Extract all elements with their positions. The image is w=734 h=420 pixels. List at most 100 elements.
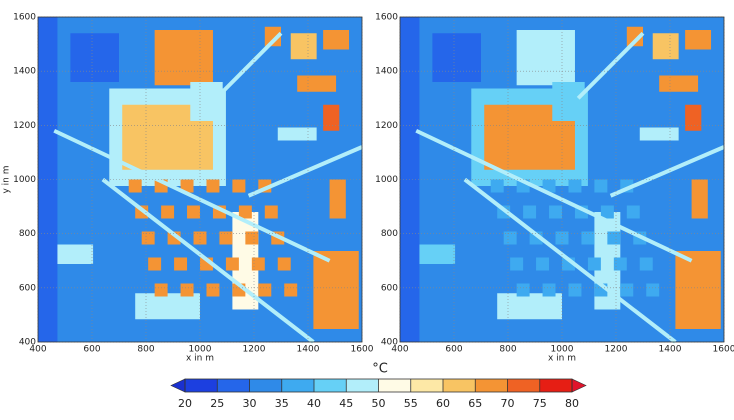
- map-feature: [685, 104, 702, 131]
- x-tick-label: 1200: [605, 345, 628, 355]
- x-tick-label: 800: [137, 345, 154, 355]
- colorbar-tick-label: 70: [501, 397, 515, 410]
- y-tick-label: 1200: [375, 121, 398, 131]
- y-tick-label: 1400: [13, 67, 36, 77]
- building: [154, 283, 168, 297]
- building: [174, 257, 188, 271]
- building: [542, 179, 556, 193]
- building: [206, 179, 220, 193]
- road: [247, 145, 363, 198]
- colorbar-bin: [346, 379, 379, 392]
- x-tick-label: 1400: [297, 345, 320, 355]
- colorbar-bin: [443, 379, 476, 392]
- building: [581, 231, 595, 245]
- y-tick-label: 1200: [13, 121, 36, 131]
- road: [214, 31, 283, 100]
- building: [600, 205, 614, 219]
- x-tick-label: 1400: [659, 345, 682, 355]
- x-axis-label: x in m: [186, 354, 214, 364]
- building: [523, 205, 537, 219]
- road: [101, 177, 315, 344]
- road: [463, 177, 677, 344]
- map-feature: [432, 33, 481, 82]
- map-feature: [135, 293, 200, 320]
- y-tick-label: 800: [381, 229, 398, 239]
- building: [225, 257, 239, 271]
- map-feature: [497, 293, 562, 320]
- building: [626, 205, 640, 219]
- building: [549, 205, 562, 219]
- x-tick-label: 800: [499, 345, 516, 355]
- y-tick-label: 1400: [375, 67, 398, 77]
- building: [639, 257, 653, 271]
- map-feature: [685, 30, 712, 50]
- y-tick-label: 1600: [13, 13, 36, 23]
- map-feature: [264, 26, 281, 47]
- building: [536, 257, 550, 271]
- building: [284, 283, 298, 297]
- y-axis-label: y in m: [2, 165, 12, 193]
- y-tick-label: 600: [381, 283, 398, 293]
- building: [277, 257, 291, 271]
- map-feature: [652, 33, 679, 60]
- y-tick-label: 1000: [375, 175, 398, 185]
- map-feature: [54, 244, 94, 264]
- building: [148, 257, 162, 271]
- building: [180, 283, 194, 297]
- building: [516, 283, 530, 297]
- x-tick-label: 1200: [243, 345, 266, 355]
- x-tick-label: 1000: [551, 345, 574, 355]
- y-tick-label: 800: [19, 229, 36, 239]
- colorbar-tick-label: 75: [533, 397, 547, 410]
- map-feature: [626, 26, 643, 47]
- map-feature: [323, 30, 350, 50]
- map-feature: [639, 127, 679, 141]
- colorbar-bin: [281, 379, 314, 392]
- x-tick-label: 600: [445, 345, 462, 355]
- road: [609, 145, 725, 198]
- map-feature: [313, 251, 359, 329]
- building: [607, 231, 621, 245]
- building: [510, 257, 524, 271]
- x-tick-label: 400: [391, 345, 408, 355]
- building: [206, 283, 220, 297]
- map-feature: [154, 30, 213, 86]
- colorbar-tick-label: 30: [243, 397, 257, 410]
- map-feature: [552, 82, 585, 121]
- road: [415, 128, 693, 263]
- x-axis-label: x in m: [548, 354, 576, 364]
- colorbar-bin: [314, 379, 347, 392]
- colorbar-bin: [410, 379, 443, 392]
- colorbar-over: [571, 378, 587, 393]
- y-tick-label: 600: [19, 283, 36, 293]
- colorbar-tick-label: 25: [210, 397, 224, 410]
- map-feature: [190, 82, 223, 121]
- road: [576, 31, 645, 100]
- map-feature: [675, 251, 721, 329]
- colorbar-tick-label: 55: [404, 397, 418, 410]
- y-tick-label: 1000: [13, 175, 36, 185]
- map-feature: [659, 75, 699, 92]
- map-feature: [516, 30, 575, 86]
- building: [568, 179, 582, 193]
- x-tick-label: 600: [83, 345, 100, 355]
- building: [128, 179, 142, 193]
- building: [620, 283, 634, 297]
- map-feature: [691, 179, 708, 219]
- colorbar-tick-label: 20: [178, 397, 192, 410]
- building: [587, 257, 601, 271]
- building: [594, 179, 608, 193]
- colorbar-bin: [185, 379, 218, 392]
- y-tick-label: 400: [381, 338, 398, 348]
- y-tick-label: 1600: [375, 13, 398, 23]
- colorbar-tick-label: 50: [372, 397, 386, 410]
- colorbar-tick-label: 35: [275, 397, 289, 410]
- colorbar-bin: [507, 379, 540, 392]
- colorbar-bin: [249, 379, 282, 392]
- map-feature: [297, 75, 337, 92]
- colorbar-bin: [217, 379, 250, 392]
- building: [613, 257, 627, 271]
- building: [245, 231, 259, 245]
- y-tick-label: 400: [19, 338, 36, 348]
